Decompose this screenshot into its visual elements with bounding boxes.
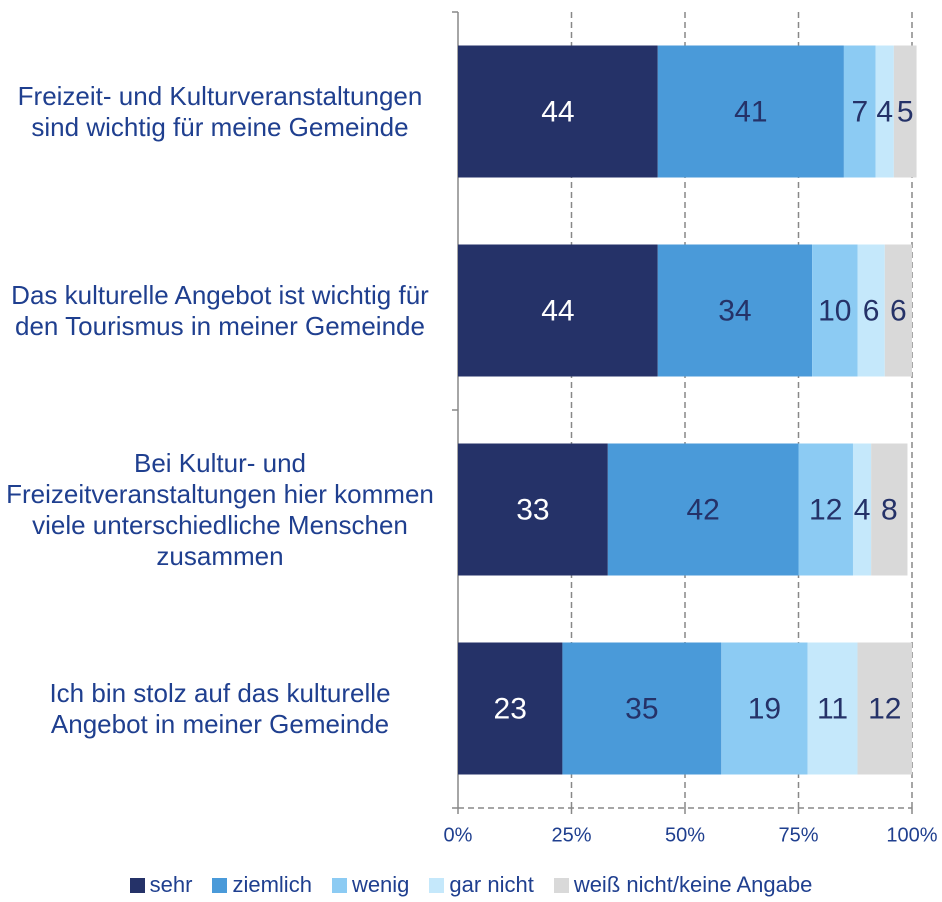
- legend-swatch: [129, 877, 145, 893]
- legend-label: weiß nicht/keine Angabe: [573, 872, 813, 897]
- legend-label: gar nicht: [449, 872, 534, 897]
- category-label: Das kulturelle Angebot ist wichtig für d…: [11, 279, 429, 341]
- value-label: 19: [748, 692, 781, 725]
- legend-swatch: [331, 877, 347, 893]
- bar-segment: [893, 45, 917, 178]
- x-tick-label: 0%: [444, 824, 473, 846]
- value-label: 12: [868, 692, 901, 725]
- bar-segment: [884, 244, 912, 377]
- bar-segment: [871, 443, 908, 576]
- bar-segment: [458, 45, 658, 178]
- bar-segment: [798, 443, 853, 576]
- x-tick-label: 25%: [551, 824, 591, 846]
- legend-label: wenig: [351, 872, 410, 897]
- legend-swatch: [212, 877, 228, 893]
- bar-segment: [807, 642, 858, 775]
- bar-segment: [875, 45, 894, 178]
- bar-segment: [857, 244, 885, 377]
- x-tick-label: 75%: [778, 824, 818, 846]
- bar-segment: [843, 45, 876, 178]
- value-label: 4: [854, 493, 871, 526]
- value-label: 12: [809, 493, 842, 526]
- bar-segment: [657, 45, 844, 178]
- bar-segment: [657, 244, 813, 377]
- legend-swatch: [553, 877, 569, 893]
- legend-item: ziemlich: [212, 872, 312, 898]
- legend-item: weiß nicht/keine Angabe: [553, 872, 813, 898]
- value-label: 41: [734, 95, 767, 128]
- value-label: 34: [718, 294, 751, 327]
- value-label: 33: [516, 493, 549, 526]
- legend-item: sehr: [129, 872, 193, 898]
- bar-segment: [562, 642, 722, 775]
- bar-segment: [607, 443, 799, 576]
- legend-label: ziemlich: [232, 872, 312, 897]
- value-label: 4: [876, 95, 893, 128]
- value-label: 35: [625, 692, 658, 725]
- bar-segment: [812, 244, 858, 377]
- value-label: 44: [541, 294, 574, 327]
- value-label: 6: [863, 294, 880, 327]
- category-label: Freizeit- und Kulturveranstaltungen sind…: [17, 80, 423, 142]
- legend-item: wenig: [331, 872, 410, 898]
- bar-segment: [458, 642, 563, 775]
- bar-segment: [721, 642, 808, 775]
- value-label: 23: [494, 692, 527, 725]
- value-label: 5: [897, 95, 914, 128]
- legend-swatch: [429, 877, 445, 893]
- x-tick-label: 100%: [886, 824, 937, 846]
- value-label: 42: [686, 493, 719, 526]
- value-label: 6: [890, 294, 907, 327]
- legend-item: gar nicht: [429, 872, 534, 898]
- category-label: Bei Kultur- und Freizeitveranstaltungen …: [6, 447, 434, 571]
- category-label: Ich bin stolz auf das kulturelle Angebot…: [49, 677, 391, 739]
- value-label: 11: [817, 692, 848, 725]
- x-tick-label: 50%: [665, 824, 705, 846]
- legend: sehr ziemlich wenig gar nicht weiß nicht/kei…: [0, 872, 942, 898]
- value-label: 8: [881, 493, 898, 526]
- bar-segment: [458, 244, 658, 377]
- value-label: 7: [851, 95, 868, 128]
- bar-segment: [458, 443, 608, 576]
- legend-label: sehr: [149, 872, 193, 897]
- value-label: 10: [818, 294, 851, 327]
- bar-segment: [852, 443, 872, 576]
- value-label: 44: [541, 95, 574, 128]
- bar-segment: [857, 642, 912, 775]
